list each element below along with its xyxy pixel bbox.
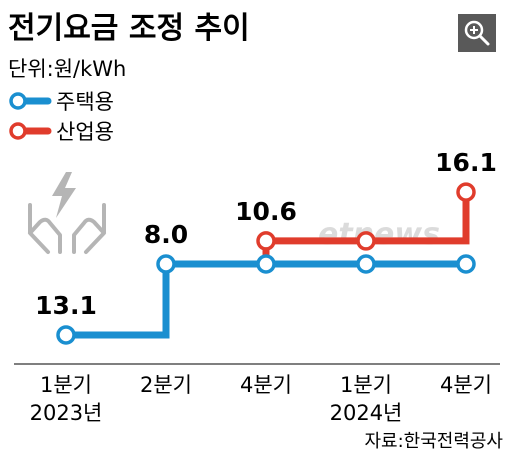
data-point-s1-4 [456,182,476,202]
data-point-s0-1 [156,254,176,274]
chart-title: 전기요금 조정 추이 [8,11,250,46]
data-point-s1-3 [356,231,376,251]
data-label-0: 13.1 [35,291,97,320]
x-tick-label-1: 2분기 [140,373,192,397]
x-tick-label-4: 4분기 [440,373,492,397]
unit-label: 단위:원/kWh [8,57,126,81]
watermark-text: etnews [318,217,440,252]
x-tick-year-3: 2024년 [330,401,403,425]
data-point-s1-2 [256,231,276,251]
legend-label-industrial: 산업용 [56,120,114,144]
watermark: etnews [318,217,440,252]
data-point-s0-4 [456,254,476,274]
data-label-1: 8.0 [144,220,188,249]
data-label-3: 16.1 [435,148,497,177]
data-point-s0-3 [356,254,376,274]
x-tick-year-0: 2023년 [30,401,103,425]
legend-item-industrial: 산업용 [9,120,114,144]
x-tick-label-2: 4분기 [240,373,292,397]
data-point-s0-0 [56,325,76,345]
legend-item-residential: 주택용 [9,90,114,114]
data-point-s0-2 [256,254,276,274]
x-axis-ticks: 1분기 2023년 2분기 4분기 1분기 2024년 4분기 [30,373,492,425]
x-tick-label-3: 1분기 [340,373,392,397]
legend: 주택용 산업용 [9,90,114,144]
zoom-in-icon[interactable] [458,14,496,52]
hands-lightning-icon [28,172,106,254]
data-label-2: 10.6 [235,197,297,226]
series-line-0 [66,260,466,339]
x-tick-label-0: 1분기 [40,373,92,397]
legend-marker-residential [9,92,27,110]
data-label-layer: 13.1 8.0 10.6 16.1 [35,148,497,320]
source-label: 자료:한국전력공사 [364,431,503,452]
marker-layer [56,182,476,345]
legend-label-residential: 주택용 [56,90,114,114]
legend-marker-industrial [9,122,27,140]
